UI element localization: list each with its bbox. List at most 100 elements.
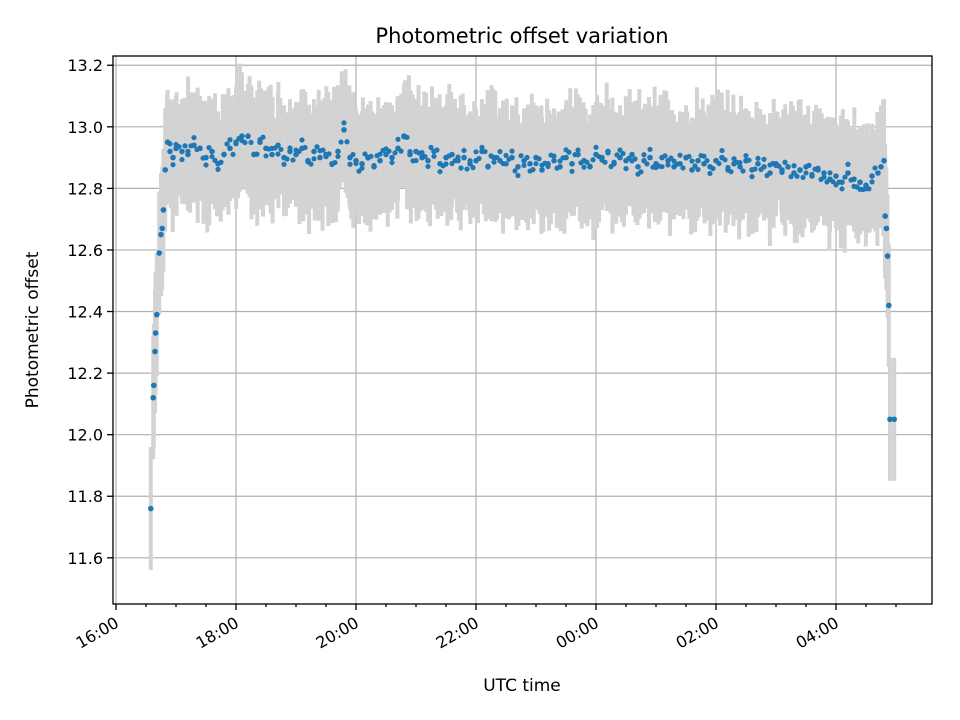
data-point (521, 157, 527, 164)
y-tick-label: 13.2 (67, 56, 103, 75)
data-point (569, 168, 575, 174)
data-point (749, 174, 755, 180)
data-point (203, 162, 209, 168)
data-point (677, 152, 683, 158)
x-tick-label: 18:00 (193, 613, 242, 653)
data-point (593, 144, 599, 150)
data-point (767, 170, 773, 176)
data-point (185, 151, 191, 158)
data-point (156, 250, 162, 256)
data-point (182, 143, 188, 149)
data-point (395, 136, 401, 142)
y-tick-label: 12.6 (67, 241, 103, 260)
data-point (170, 162, 176, 168)
data-point (320, 147, 326, 153)
data-point (731, 160, 737, 167)
data-point (809, 173, 815, 179)
data-point (665, 157, 671, 164)
data-point (323, 151, 329, 158)
y-tick-label: 12.8 (67, 179, 103, 198)
data-point (281, 161, 287, 167)
data-point (353, 157, 359, 164)
data-point (773, 160, 779, 167)
data-point (150, 394, 156, 401)
data-point (887, 416, 893, 423)
x-tick-label: 02:00 (673, 613, 722, 653)
data-point (882, 213, 888, 219)
data-point (437, 169, 443, 175)
data-point (158, 231, 164, 238)
data-point (479, 148, 485, 155)
data-point (428, 144, 434, 151)
data-point (782, 159, 788, 165)
data-point (521, 162, 527, 168)
data-point (473, 149, 479, 155)
data-point (443, 161, 449, 167)
data-point (569, 160, 575, 167)
data-point (689, 167, 695, 173)
x-axis-ticks: 16:00 18:00 20:00 22:00 00:00 02:00 04:00 (73, 604, 897, 653)
data-point (263, 145, 269, 152)
data-point (413, 148, 419, 155)
chart-title: Photometric offset variation (375, 24, 668, 48)
data-point (425, 157, 431, 164)
data-point (431, 153, 437, 159)
data-point (275, 151, 281, 157)
data-point (803, 164, 809, 170)
data-point (815, 167, 821, 173)
data-point (215, 160, 221, 167)
data-point (743, 153, 749, 159)
data-point (314, 144, 320, 150)
data-point (167, 148, 173, 155)
data-point (719, 154, 725, 161)
data-point (377, 157, 383, 164)
data-point (365, 154, 371, 161)
data-point (491, 154, 497, 161)
data-point (797, 167, 803, 173)
data-point (845, 161, 851, 167)
data-point (419, 154, 425, 161)
data-point (293, 151, 299, 158)
data-point (230, 151, 236, 157)
data-point (869, 173, 875, 179)
data-point (707, 170, 713, 177)
data-point (821, 170, 827, 176)
data-point (845, 170, 851, 176)
data-point (533, 161, 539, 167)
data-point (371, 164, 377, 170)
data-point (392, 150, 398, 156)
plot-frame (112, 55, 933, 605)
data-point (206, 145, 212, 151)
x-axis-label: UTC time (483, 676, 561, 696)
data-point (530, 167, 536, 173)
data-point (159, 225, 165, 232)
data-point (275, 142, 281, 149)
data-point (251, 151, 257, 158)
data-point (401, 133, 407, 139)
data-point (647, 146, 653, 153)
data-point (197, 145, 203, 152)
data-point (425, 163, 431, 170)
x-tick-label: 22:00 (433, 613, 482, 653)
data-point (883, 225, 890, 232)
data-point (749, 167, 755, 173)
data-point (407, 151, 413, 158)
data-point (473, 157, 479, 164)
data-point (785, 164, 791, 170)
data-point (545, 160, 551, 167)
data-point (629, 151, 635, 158)
data-point (647, 154, 653, 161)
y-tick-label: 12.2 (67, 364, 103, 383)
data-point (227, 137, 233, 143)
data-point (533, 154, 539, 161)
data-point (635, 164, 641, 170)
data-point (209, 148, 215, 155)
data-point (518, 153, 524, 159)
data-point (659, 154, 665, 161)
data-point (152, 330, 159, 336)
data-point (788, 174, 794, 180)
data-point (479, 144, 485, 150)
data-point (551, 157, 557, 164)
data-point (581, 157, 587, 164)
data-point (383, 151, 389, 158)
